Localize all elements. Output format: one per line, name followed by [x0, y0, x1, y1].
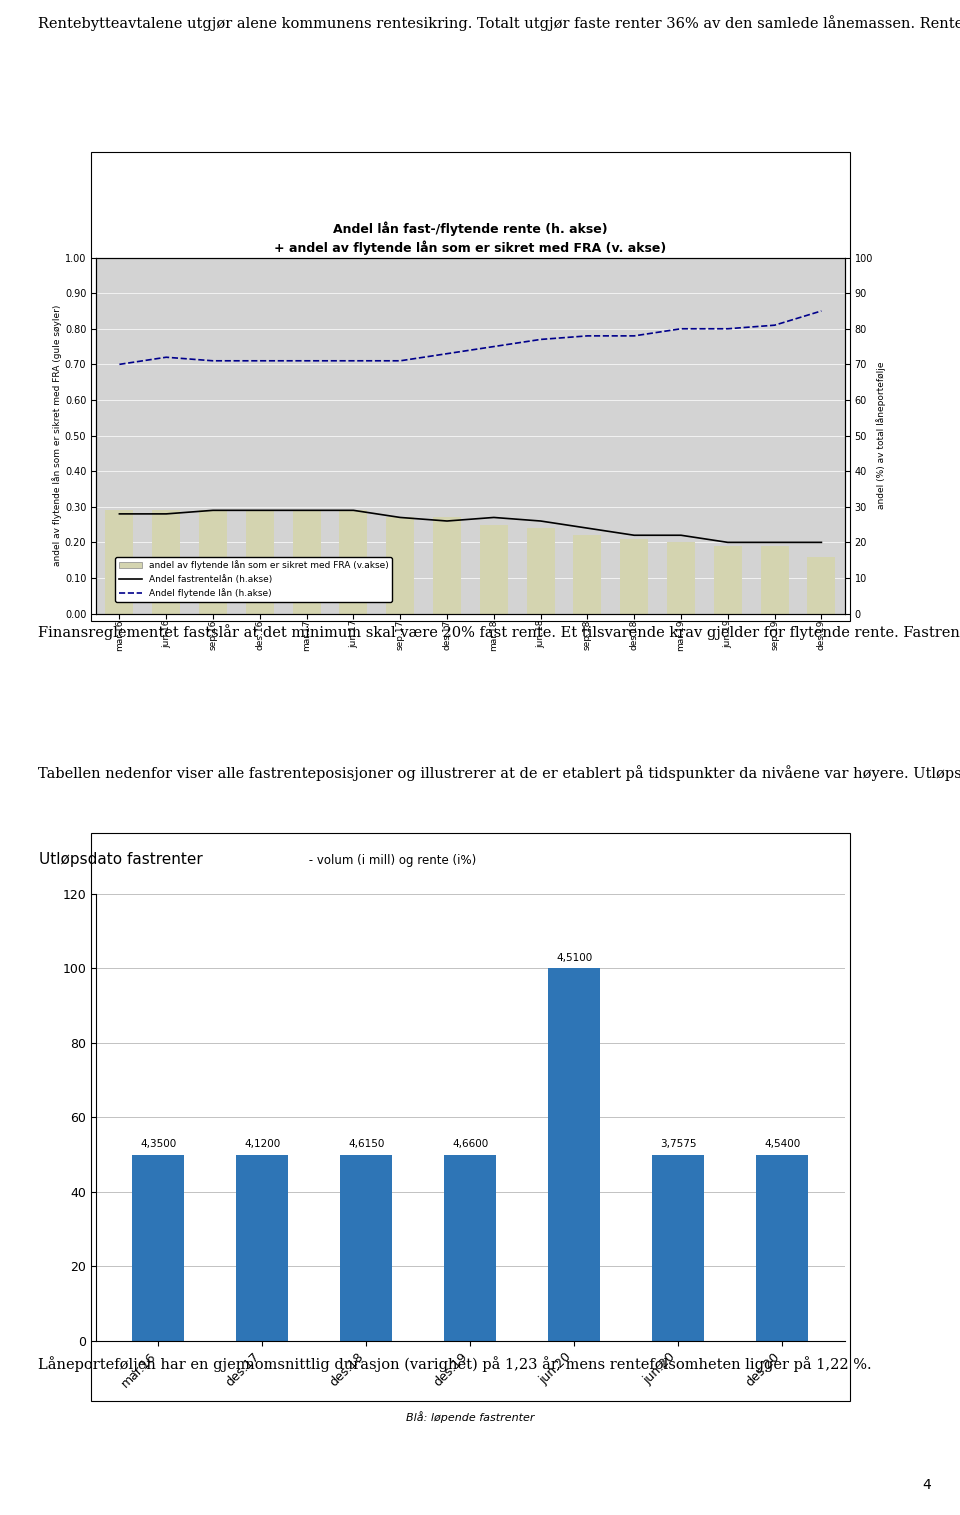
- Legend: andel av flytende lån som er sikret med FRA (v.akse), Andel fastrentelån (h.akse: andel av flytende lån som er sikret med …: [115, 558, 393, 601]
- Bar: [444, 1154, 496, 1341]
- Text: 4,6150: 4,6150: [348, 1139, 385, 1148]
- Bar: [756, 1154, 808, 1341]
- Bar: [526, 529, 555, 614]
- Bar: [386, 518, 414, 614]
- Bar: [573, 535, 601, 614]
- Bar: [667, 542, 695, 614]
- Bar: [199, 511, 227, 614]
- Bar: [713, 545, 742, 614]
- Bar: [341, 1154, 393, 1341]
- Text: Låneporteføljen har en gjennomsnittlig durasjon (varighet) på 1,23 år, mens rent: Låneporteføljen har en gjennomsnittlig d…: [38, 1356, 872, 1371]
- Text: 4,1200: 4,1200: [244, 1139, 280, 1148]
- Bar: [246, 511, 274, 614]
- Bar: [340, 511, 368, 614]
- Text: 3,7575: 3,7575: [660, 1139, 697, 1148]
- Y-axis label: andel av flytende lån som er sikret med FRA (gule søyler): andel av flytende lån som er sikret med …: [52, 305, 62, 567]
- Bar: [653, 1154, 705, 1341]
- Text: 4,3500: 4,3500: [140, 1139, 177, 1148]
- Bar: [132, 1154, 184, 1341]
- Bar: [293, 511, 321, 614]
- Text: Utløpsdato fastrenter: Utløpsdato fastrenter: [39, 851, 203, 867]
- Bar: [433, 518, 461, 614]
- Bar: [480, 524, 508, 614]
- Bar: [760, 545, 788, 614]
- Text: Blå: løpende fastrenter: Blå: løpende fastrenter: [406, 1412, 535, 1423]
- Text: 4,5400: 4,5400: [764, 1139, 801, 1148]
- Bar: [807, 556, 835, 614]
- Text: 4,6600: 4,6600: [452, 1139, 489, 1148]
- Text: - volum (i mill) og rente (i%): - volum (i mill) og rente (i%): [305, 854, 476, 867]
- Text: Tabellen nedenfor viser alle fastrenteposisjoner og illustrerer at de er etabler: Tabellen nedenfor viser alle fastrentepo…: [38, 765, 960, 780]
- Bar: [236, 1154, 288, 1341]
- Title: Andel lån fast-/flytende rente (h. akse)
+ andel av flytende lån som er sikret m: Andel lån fast-/flytende rente (h. akse)…: [275, 221, 666, 255]
- Bar: [152, 511, 180, 614]
- Bar: [548, 968, 600, 1341]
- Text: Rentebytteavtalene utgjør alene kommunens rentesikring. Totalt utgjør faste rent: Rentebytteavtalene utgjør alene kommunen…: [38, 15, 960, 30]
- Y-axis label: andel (%) av total låneportefølje: andel (%) av total låneportefølje: [876, 362, 885, 509]
- Text: 4: 4: [923, 1479, 931, 1492]
- Text: 4,5100: 4,5100: [556, 953, 592, 962]
- Text: Finansreglementet fastslår at det minimum skal være 20% fast rente. Et tilsvaren: Finansreglementet fastslår at det minimu…: [38, 624, 960, 639]
- Bar: [106, 511, 133, 614]
- Bar: [620, 539, 648, 614]
